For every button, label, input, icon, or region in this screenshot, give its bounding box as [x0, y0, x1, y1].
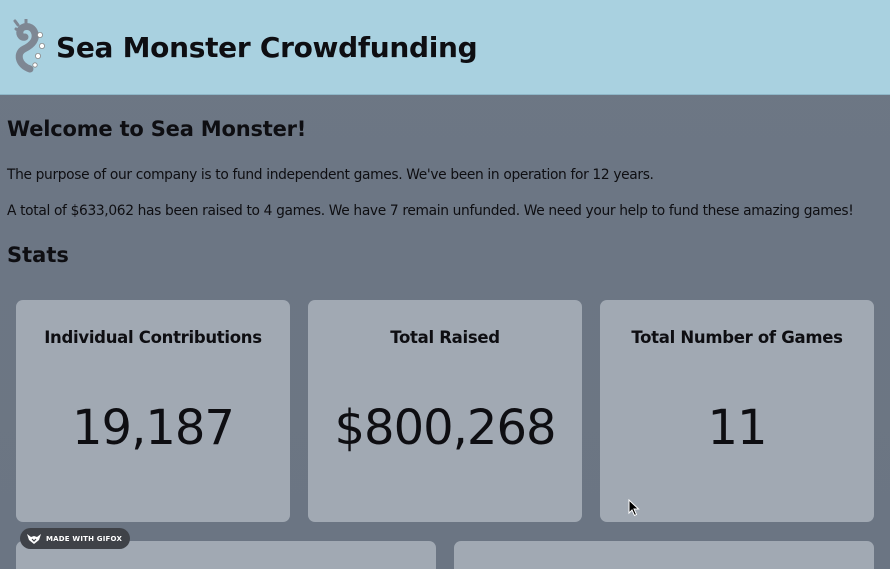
site-header: Sea Monster Crowdfunding — [0, 0, 890, 95]
made-with-gifox-badge[interactable]: MADE WITH GIFOX — [20, 528, 131, 549]
sea-monster-logo-icon[interactable] — [10, 19, 50, 75]
fox-icon — [27, 533, 41, 544]
welcome-heading: Welcome to Sea Monster! — [7, 117, 307, 141]
site-title: Sea Monster Crowdfunding — [56, 30, 478, 64]
stat-card-title: Individual Contributions — [44, 328, 262, 347]
stat-card-value: 19,187 — [72, 400, 235, 456]
gifox-badge-label: MADE WITH GIFOX — [46, 534, 123, 543]
funding-summary-text: A total of $633,062 has been raised to 4… — [7, 203, 854, 219]
company-purpose-text: The purpose of our company is to fund in… — [7, 167, 654, 183]
stat-card-total-raised: Total Raised $800,268 — [308, 300, 582, 522]
game-card — [454, 541, 874, 569]
stat-card-title: Total Number of Games — [631, 328, 843, 347]
stat-card-title: Total Raised — [390, 328, 500, 347]
stat-card-value: $800,268 — [334, 400, 556, 456]
stat-card-number-of-games: Total Number of Games 11 — [600, 300, 874, 522]
mouse-cursor-icon — [628, 499, 640, 517]
stat-card-contributions: Individual Contributions 19,187 — [16, 300, 290, 522]
stat-card-value: 11 — [707, 400, 767, 456]
stats-heading: Stats — [7, 243, 69, 267]
